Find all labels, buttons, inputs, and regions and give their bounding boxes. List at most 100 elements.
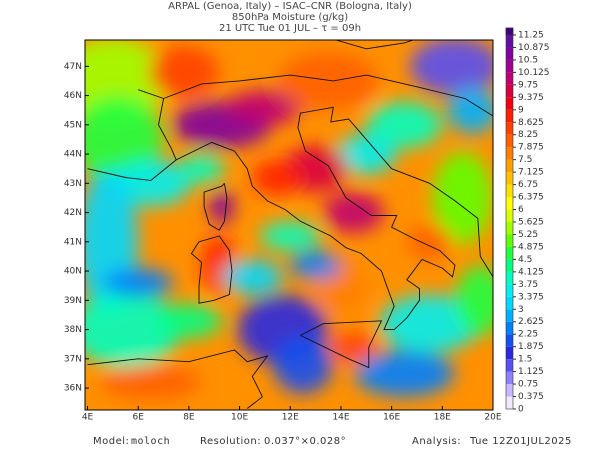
- coastline: [190, 235, 233, 304]
- field-patch: [331, 332, 377, 362]
- colorbar-label: 10.5: [518, 55, 538, 65]
- colorbar-bin: [506, 84, 513, 98]
- colorbar-label: 4.125: [518, 267, 544, 277]
- field-patch: [110, 160, 191, 207]
- colorbar-label: 6.375: [518, 193, 544, 203]
- field-patch: [407, 224, 453, 260]
- colorbar-top: [505, 27, 514, 36]
- colorbar-bin: [506, 47, 513, 60]
- colorbar-bin: [506, 359, 513, 372]
- colorbar-label: 7.5: [518, 155, 532, 165]
- footer-value: 0.037°×0.028°: [264, 436, 346, 447]
- colorbar-bin: [506, 384, 513, 397]
- colorbar-label: 2.625: [518, 317, 544, 327]
- coastline: [87, 106, 493, 331]
- x-tick-label: 16E: [383, 413, 400, 423]
- colorbar-label: 9.375: [518, 93, 544, 103]
- colorbar-label: 1.5: [518, 355, 532, 365]
- colorbar-bin: [506, 334, 513, 347]
- colorbar-label: 7.125: [518, 168, 544, 178]
- y-tick-label: 47N: [64, 62, 82, 72]
- x-tick-label: 4E: [82, 413, 94, 423]
- colorbar-bin: [506, 222, 513, 235]
- footer-value: Tue 12Z01JUL2025: [469, 436, 572, 447]
- colorbar-label: 9: [518, 105, 524, 115]
- colorbar-label: 10.125: [518, 68, 550, 78]
- field-patch: [227, 89, 303, 125]
- colorbar-bin: [506, 134, 513, 148]
- field-patch: [100, 364, 201, 400]
- colorbar-label: 5.25: [518, 230, 538, 240]
- header-line: ARPAL (Genoa, Italy) – ISAC–CNR (Bologna…: [168, 1, 412, 12]
- y-tick-label: 36N: [64, 384, 82, 394]
- colorbar-label: 8.625: [518, 118, 544, 128]
- x-tick-label: 10E: [231, 413, 248, 423]
- colorbar-bin: [506, 309, 513, 322]
- colorbar-bin: [506, 159, 513, 173]
- field-patch: [323, 192, 384, 233]
- colorbar-label: 7.875: [518, 143, 544, 153]
- coastline: [163, 74, 493, 117]
- colorbar-bin: [506, 209, 513, 222]
- colorbar-bin: [506, 396, 513, 409]
- colorbar-bin: [506, 271, 513, 285]
- y-tick-label: 44N: [64, 150, 82, 160]
- x-tick-label: 20E: [484, 413, 501, 423]
- field-patch: [222, 259, 283, 295]
- colorbar-bin: [506, 346, 513, 360]
- x-tick-label: 8E: [183, 413, 195, 423]
- colorbar-bin: [506, 172, 513, 185]
- field-patch: [103, 268, 174, 298]
- colorbar-label: 4.5: [518, 255, 532, 265]
- colorbar-bin: [506, 35, 513, 48]
- y-tick-label: 45N: [64, 120, 82, 130]
- colorbar-bin: [506, 246, 513, 260]
- footer-label: Analysis:: [412, 436, 461, 447]
- field-patch: [336, 133, 397, 175]
- field-patch: [379, 294, 480, 353]
- colorbar-bin: [506, 371, 513, 385]
- field-patch: [354, 350, 455, 397]
- y-tick-label: 37N: [64, 354, 82, 364]
- colorbar-bin: [506, 197, 513, 210]
- y-tick-label: 42N: [64, 208, 82, 218]
- colorbar-label: 1.125: [518, 367, 544, 377]
- colorbar-label: 6: [518, 205, 524, 215]
- colorbar-bin: [506, 184, 513, 198]
- field-patch: [290, 250, 341, 280]
- colorbar-bin: [506, 259, 513, 272]
- colorbar-bin: [506, 97, 513, 110]
- colorbar-label: 4.875: [518, 242, 544, 252]
- coastline: [87, 349, 269, 409]
- field-patch: [156, 303, 222, 339]
- field-patch: [209, 189, 235, 225]
- colorbar-bin: [506, 72, 513, 85]
- header-line: 21 UTC Tue 01 JUL – τ = 09h: [219, 23, 361, 34]
- field-patch: [278, 51, 379, 110]
- field-patch: [85, 291, 181, 368]
- field-patch: [410, 40, 493, 96]
- field-patch: [455, 265, 493, 336]
- field-patch: [252, 160, 303, 195]
- colorbar-label: 9.75: [518, 80, 538, 90]
- field-patch: [272, 335, 333, 394]
- colorbar-bin: [506, 147, 513, 160]
- field-patch: [260, 221, 321, 251]
- colorbar-label: 1.875: [518, 342, 544, 352]
- colorbar-label: 8.25: [518, 130, 538, 140]
- y-tick-label: 46N: [64, 91, 82, 101]
- y-tick-label: 38N: [64, 325, 82, 335]
- map-frame: [84, 39, 494, 411]
- x-tick-label: 6E: [133, 413, 145, 423]
- colorbar-bin: [506, 59, 513, 73]
- y-tick-label: 43N: [64, 179, 82, 189]
- colorbar-label: 11.25: [518, 31, 544, 41]
- footer-label: Resolution:: [200, 436, 261, 447]
- header-line: 850hPa Moisture (g/kg): [232, 12, 348, 23]
- colorbar-label: 2.25: [518, 330, 538, 340]
- field-patch: [179, 154, 225, 184]
- colorbar-bin: [506, 122, 513, 135]
- moisture-field: [85, 40, 493, 410]
- colorbar-label: 3: [518, 305, 524, 315]
